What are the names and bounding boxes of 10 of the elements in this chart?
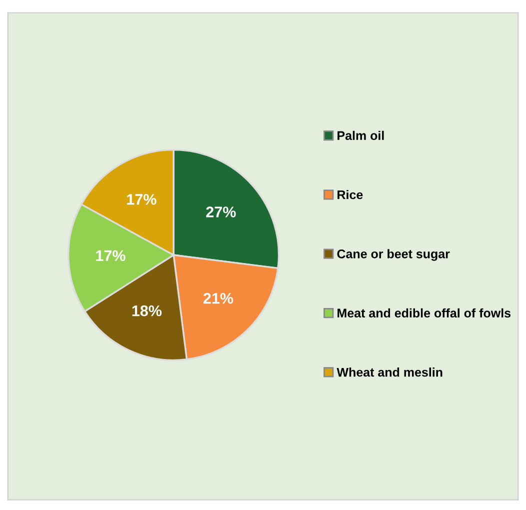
legend-label: Meat and edible offal of fowls: [338, 308, 511, 318]
legend-label: Wheat and meslin: [336, 368, 442, 377]
data-label: 17%: [127, 194, 156, 205]
data-label: 18%: [132, 305, 162, 316]
legend-label: Cane or beet sugar: [337, 249, 450, 261]
data-label: 27%: [206, 206, 236, 218]
legend-label: Palm oil: [338, 130, 384, 140]
data-label: 17%: [96, 250, 126, 262]
legend-label: Rice: [338, 190, 363, 200]
data-label: 21%: [203, 292, 234, 304]
